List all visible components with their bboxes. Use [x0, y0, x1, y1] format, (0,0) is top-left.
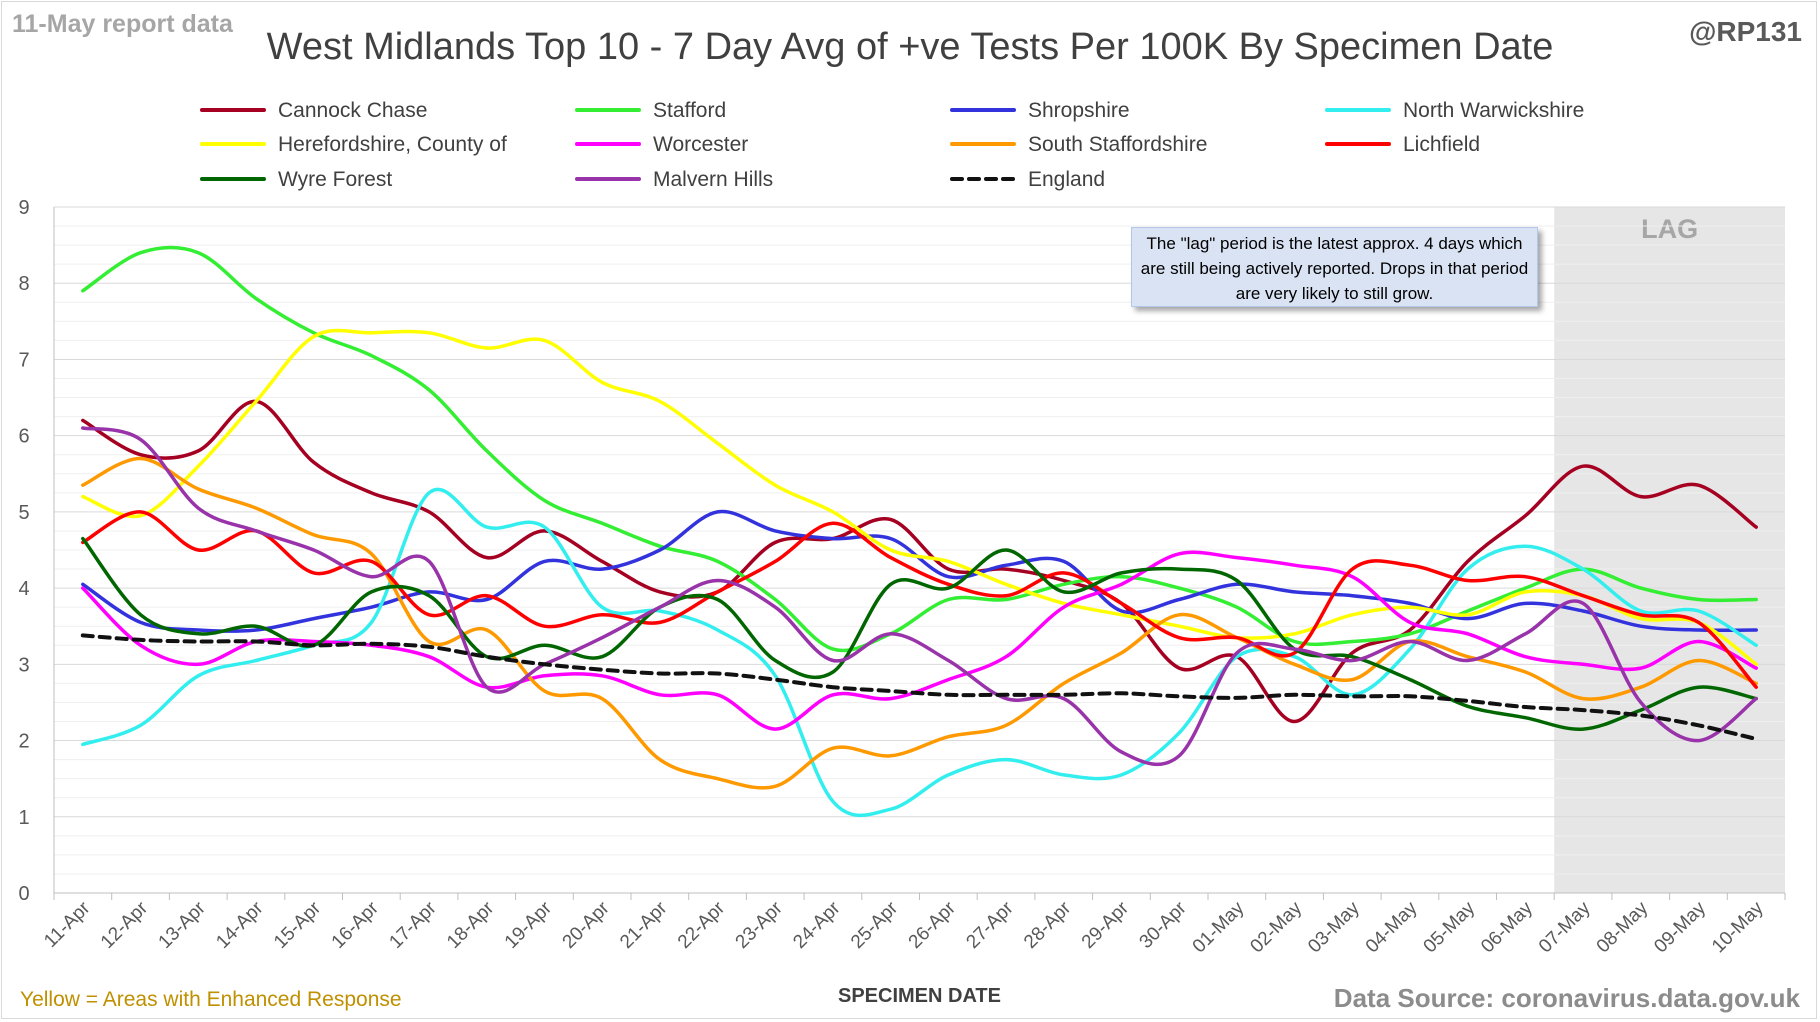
x-tick-label: 29-Apr [1078, 897, 1134, 953]
x-tick-label: 21-Apr [616, 897, 672, 953]
legend-label-worcester: Worcester [653, 133, 748, 156]
author-handle: @RP131 [1689, 16, 1802, 47]
series-line-shropshire [81, 509, 1758, 633]
x-tick-label: 16-Apr [328, 897, 384, 953]
x-tick-label: 22-Apr [674, 897, 730, 953]
x-tick-label: 06-May [1477, 897, 1537, 957]
series-line-england [80, 633, 1759, 741]
x-tick-label: 02-May [1246, 897, 1306, 957]
x-tick-label: 27-Apr [962, 897, 1018, 953]
x-tick-label: 09-May [1650, 897, 1710, 957]
x-tick-label: 28-Apr [1020, 897, 1076, 953]
legend-label-herefordshire-county-of: Herefordshire, County of [278, 133, 507, 156]
x-tick-label: 07-May [1535, 897, 1595, 957]
lag-annotation: The "lag" period is the latest approx. 4… [1131, 227, 1538, 307]
report-date-label: 11-May report data [12, 10, 233, 38]
y-tick-label: 7 [18, 349, 29, 371]
y-tick-label: 0 [18, 883, 29, 905]
x-tick-label: 15-Apr [270, 897, 326, 953]
x-tick-label: 18-Apr [443, 897, 499, 953]
lag-label: LAG [1641, 214, 1698, 244]
series-line-stafford [81, 245, 1758, 653]
x-tick-label: 10-May [1708, 897, 1768, 957]
x-tick-label: 04-May [1362, 897, 1422, 957]
y-tick-label: 3 [18, 654, 29, 676]
y-tick-label: 6 [18, 426, 29, 448]
series-line-north-warwickshire [81, 488, 1758, 818]
x-tick-label: 13-Apr [155, 897, 211, 953]
x-tick-label: 05-May [1420, 897, 1480, 957]
x-tick-label: 20-Apr [559, 897, 615, 953]
data-source: Data Source: coronavirus.data.gov.uk [1333, 983, 1800, 1013]
legend-label-south-staffordshire: South Staffordshire [1028, 133, 1207, 156]
y-tick-label: 2 [18, 731, 29, 753]
y-tick-label: 5 [18, 502, 29, 524]
series-line-wyre-forest [81, 536, 1758, 731]
x-tick-label: 30-Apr [1136, 897, 1192, 953]
x-tick-label: 11-Apr [40, 897, 95, 952]
y-tick-label: 1 [18, 807, 29, 829]
x-tick-label: 17-Apr [385, 897, 441, 953]
series-line-herefordshire-county-of [81, 328, 1758, 667]
x-tick-label: 19-Apr [501, 897, 557, 953]
x-tick-label: 03-May [1304, 897, 1364, 957]
x-tick-label: 25-Apr [847, 897, 903, 953]
legend-label-malvern-hills: Malvern Hills [653, 168, 773, 191]
x-tick-label: 12-Apr [97, 897, 153, 953]
series-line-lichfield [81, 510, 1758, 689]
legend-label-lichfield: Lichfield [1403, 133, 1480, 156]
x-tick-label: 08-May [1593, 897, 1653, 957]
y-tick-label: 8 [18, 273, 29, 295]
series-line-south-staffordshire [81, 456, 1758, 790]
x-tick-label: 14-Apr [212, 897, 268, 953]
legend-label-wyre-forest: Wyre Forest [278, 168, 392, 191]
legend-label-cannock-chase: Cannock Chase [278, 99, 427, 122]
series-line-malvern-hills [81, 426, 1758, 767]
enhanced-response-note: Yellow = Areas with Enhanced Response [20, 988, 402, 1011]
x-tick-label: 26-Apr [905, 897, 961, 953]
legend-label-shropshire: Shropshire [1028, 99, 1130, 122]
legend-label-stafford: Stafford [653, 99, 726, 122]
chart-title: West Midlands Top 10 - 7 Day Avg of +ve … [266, 26, 1554, 68]
y-tick-label: 9 [18, 197, 29, 219]
legend-label-england: England [1028, 168, 1105, 191]
x-tick-label: 24-Apr [789, 897, 845, 953]
x-axis-title: SPECIMEN DATE [838, 985, 1001, 1007]
legend-label-north-warwickshire: North Warwickshire [1403, 99, 1584, 122]
x-tick-label: 01-May [1189, 897, 1249, 957]
x-tick-label: 23-Apr [732, 897, 788, 953]
y-tick-label: 4 [18, 578, 29, 600]
